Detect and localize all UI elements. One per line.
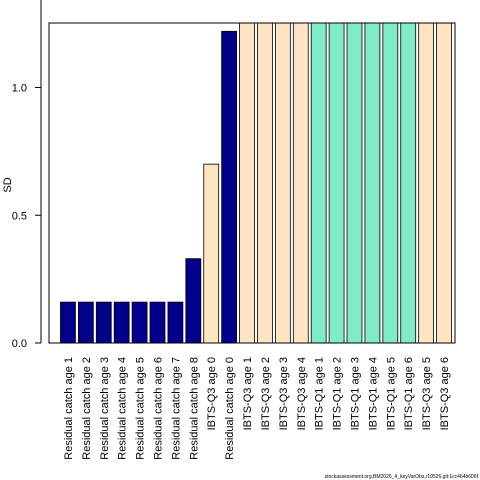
bar-21 <box>418 22 435 344</box>
plot-border <box>48 22 456 344</box>
x-tick-label: Residual catch age 2 <box>81 357 93 460</box>
bar-18 <box>364 22 381 344</box>
x-tick-label: Residual catch age 1 <box>63 357 75 460</box>
bar-22 <box>436 22 452 344</box>
y-tick-label: 1.0 <box>12 83 27 95</box>
x-tick-label: IBTS-Q1 age 2 <box>332 357 344 430</box>
bar-4 <box>113 301 130 344</box>
bar-10 <box>221 30 238 344</box>
x-tick-label: IBTS-Q3 age 3 <box>278 357 290 430</box>
x-tick-label: IBTS-Q1 age 4 <box>367 357 379 430</box>
x-tick-label: IBTS-Q3 age 1 <box>242 357 254 430</box>
bar-14 <box>292 22 309 344</box>
x-tick-label: IBTS-Q1 age 3 <box>350 357 362 430</box>
y-tick-label: 0.0 <box>12 338 27 350</box>
bar-6 <box>149 301 166 344</box>
footer-credit: stockassessment.org,BM2026_4_keyVarObs,r… <box>325 474 479 480</box>
x-tick-label: Residual catch age 4 <box>117 357 129 460</box>
x-axis-labels: Residual catch age 1 Residual catch age 2… <box>63 357 451 460</box>
bar-13 <box>274 22 291 344</box>
x-tick-label: Residual catch age 0 <box>224 357 236 460</box>
bar-2 <box>77 301 94 344</box>
y-axis: 0.00.51.01.52.0 <box>12 0 42 350</box>
x-tick-label: IBTS-Q1 age 6 <box>403 357 415 430</box>
bar-5 <box>131 301 148 344</box>
x-tick-label: Residual catch age 5 <box>135 357 147 460</box>
bar-1 <box>60 301 76 344</box>
x-tick-label: IBTS-Q3 age 0 <box>206 357 218 430</box>
x-tick-label: IBTS-Q3 age 5 <box>421 357 433 430</box>
bar-9 <box>203 163 220 344</box>
x-tick-label: IBTS-Q3 age 2 <box>260 357 272 430</box>
y-axis-title: SD <box>2 177 14 192</box>
x-tick-label: Residual catch age 6 <box>153 357 165 460</box>
bar-17 <box>346 22 363 344</box>
y-tick-label: 0.5 <box>12 210 27 222</box>
bar-19 <box>382 22 399 344</box>
bar-16 <box>328 22 345 344</box>
bar-7 <box>167 301 184 344</box>
x-tick-label: IBTS-Q3 age 4 <box>296 357 308 430</box>
x-tick-label: IBTS-Q1 age 1 <box>314 357 326 430</box>
x-tick-label: IBTS-Q1 age 5 <box>385 357 397 430</box>
x-tick-label: Residual catch age 3 <box>99 357 111 460</box>
bar-15 <box>310 22 327 344</box>
bar-12 <box>257 22 273 344</box>
x-tick-label: Residual catch age 7 <box>170 357 182 460</box>
x-tick-label: Residual catch age 8 <box>188 357 200 460</box>
bar-20 <box>400 22 417 344</box>
bar-3 <box>95 301 112 344</box>
bar-11 <box>239 22 255 344</box>
bar-8 <box>185 258 202 344</box>
bars-group <box>60 22 452 344</box>
x-tick-label: IBTS-Q3 age 6 <box>439 357 451 430</box>
